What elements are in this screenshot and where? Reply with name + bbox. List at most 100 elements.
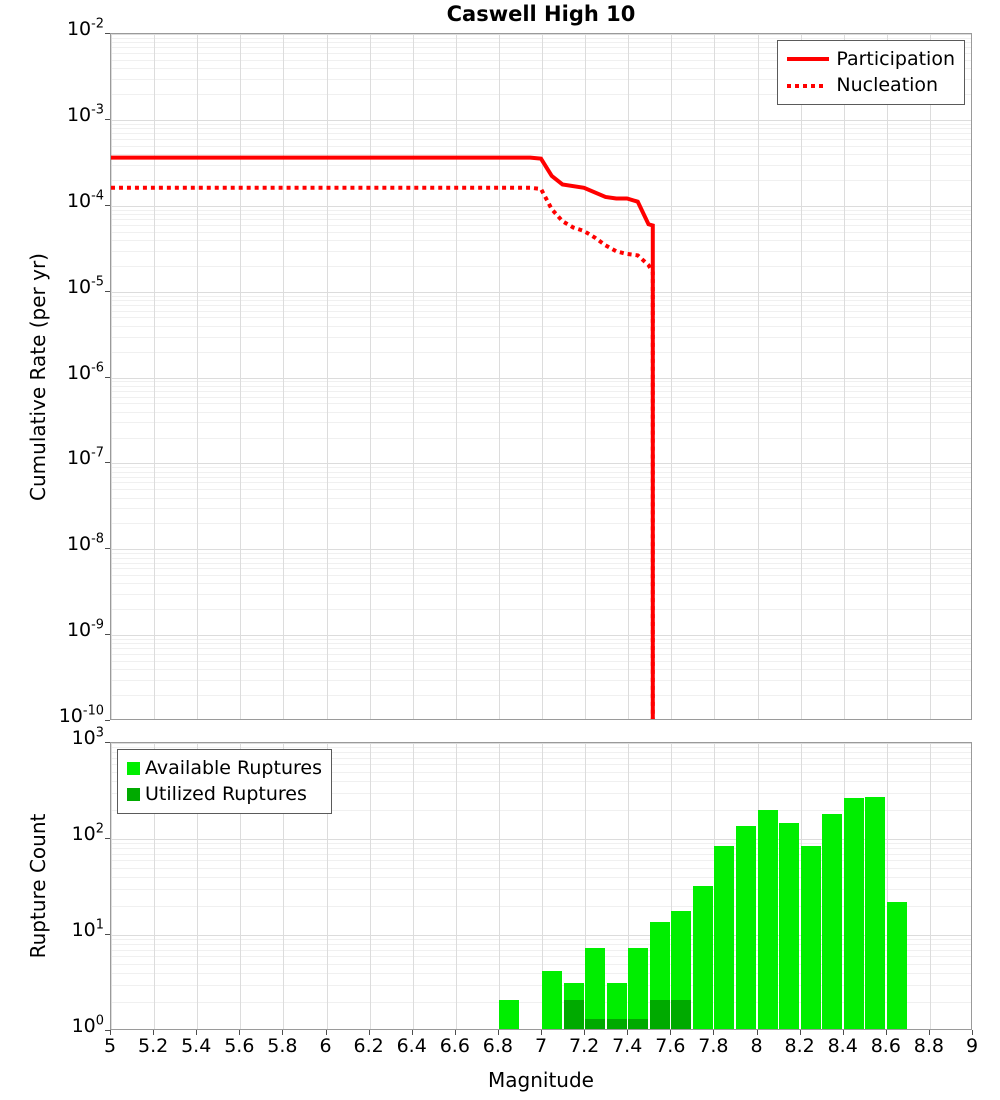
legend-entry: Utilized Ruptures bbox=[127, 781, 322, 807]
gridline bbox=[542, 743, 543, 1029]
x-tick-label: 8.6 bbox=[870, 1035, 901, 1057]
histogram-bar bbox=[779, 822, 800, 1029]
gridline bbox=[111, 609, 971, 610]
gridline bbox=[111, 764, 971, 765]
y-tick-label: 10-3 bbox=[0, 104, 104, 125]
gridline bbox=[240, 743, 241, 1029]
gridline bbox=[111, 860, 971, 861]
gridline bbox=[111, 240, 971, 241]
y-tick-label: 10-6 bbox=[0, 361, 104, 383]
tick-mark bbox=[800, 1030, 801, 1035]
gridline bbox=[801, 34, 802, 719]
gridline bbox=[111, 397, 971, 398]
tick-mark bbox=[369, 1030, 370, 1035]
gridline bbox=[111, 225, 971, 226]
gridline bbox=[413, 743, 414, 1029]
gridline bbox=[628, 743, 629, 1029]
gridline bbox=[370, 34, 371, 719]
y-tick-label: 10-10 bbox=[0, 703, 104, 727]
gridline bbox=[542, 34, 543, 719]
tick-mark bbox=[455, 1030, 456, 1035]
gridline bbox=[111, 467, 971, 468]
gridline bbox=[499, 34, 500, 719]
available-rupture-segment bbox=[671, 910, 692, 1029]
available-rupture-segment bbox=[865, 797, 886, 1029]
gridline bbox=[154, 34, 155, 719]
gridline bbox=[111, 944, 971, 945]
figure-title: Caswell High 10 bbox=[446, 2, 636, 26]
histogram-bar bbox=[843, 797, 864, 1029]
tick-mark bbox=[886, 1030, 887, 1035]
y-tick-label: 10-8 bbox=[0, 533, 104, 554]
gridline bbox=[111, 68, 971, 69]
gridline bbox=[111, 563, 971, 564]
gridline bbox=[111, 868, 971, 869]
gridline bbox=[111, 139, 971, 140]
gridline bbox=[111, 128, 971, 129]
gridline bbox=[111, 381, 971, 382]
available-rupture-segment bbox=[585, 947, 606, 1029]
tick-mark bbox=[713, 1030, 714, 1035]
legend-label: Utilized Ruptures bbox=[145, 782, 307, 805]
gridline bbox=[111, 317, 971, 318]
y-tick-text: 101 bbox=[71, 917, 104, 941]
gridline bbox=[111, 635, 971, 636]
solid-line-icon bbox=[787, 49, 830, 69]
gridline bbox=[714, 34, 715, 719]
histogram-bar bbox=[800, 846, 821, 1029]
gridline bbox=[111, 839, 971, 840]
gridline bbox=[111, 935, 971, 936]
gridline bbox=[111, 523, 971, 524]
gridline bbox=[671, 34, 672, 719]
tick-mark bbox=[105, 119, 110, 120]
gridline bbox=[111, 594, 971, 595]
gridline bbox=[930, 34, 931, 719]
tick-mark bbox=[282, 1030, 283, 1035]
tick-mark bbox=[105, 548, 110, 549]
histogram-bar bbox=[822, 813, 843, 1029]
x-tick-label: 7.6 bbox=[655, 1035, 686, 1057]
gridline bbox=[111, 575, 971, 576]
histogram-bar bbox=[628, 947, 649, 1029]
x-tick-label: 6.2 bbox=[353, 1035, 384, 1057]
tick-mark bbox=[105, 377, 110, 378]
x-tick-label: 7 bbox=[534, 1035, 548, 1057]
gridline bbox=[111, 985, 971, 986]
gridline bbox=[111, 34, 971, 35]
y-tick-text: 10-10 bbox=[58, 703, 104, 727]
histogram-bar bbox=[865, 797, 886, 1029]
mfd-curves bbox=[111, 155, 655, 719]
top-plot-legend: Participation Nucleation bbox=[777, 40, 965, 105]
legend-entry: Available Ruptures bbox=[127, 755, 322, 781]
gridline bbox=[887, 743, 888, 1029]
tick-mark bbox=[412, 1030, 413, 1035]
gridline bbox=[499, 743, 500, 1029]
gridline bbox=[111, 956, 971, 957]
tick-mark bbox=[105, 1030, 110, 1031]
gridline bbox=[111, 889, 971, 890]
y-tick-label: 102 bbox=[0, 821, 104, 845]
gridline bbox=[111, 654, 971, 655]
gridline bbox=[111, 120, 971, 121]
utilized-rupture-segment bbox=[649, 1000, 670, 1029]
tick-mark bbox=[196, 1030, 197, 1035]
gridline bbox=[111, 743, 112, 1029]
y-tick-text: 102 bbox=[71, 821, 104, 845]
gridline bbox=[111, 300, 971, 301]
gridline bbox=[111, 337, 971, 338]
histogram-bar bbox=[606, 983, 627, 1029]
gridline bbox=[585, 743, 586, 1029]
tick-mark bbox=[584, 1030, 585, 1035]
gridline bbox=[111, 906, 971, 907]
gridline bbox=[111, 772, 971, 773]
tick-mark bbox=[105, 742, 110, 743]
bottom-plot-legend: Available Ruptures Utilized Ruptures bbox=[117, 749, 332, 814]
gridline bbox=[111, 403, 971, 404]
legend-label: Participation bbox=[836, 47, 955, 70]
gridline bbox=[111, 639, 971, 640]
gridline bbox=[111, 219, 971, 220]
x-tick-label: 7.4 bbox=[612, 1035, 643, 1057]
available-rupture-segment bbox=[843, 797, 864, 1029]
gridline bbox=[628, 34, 629, 719]
